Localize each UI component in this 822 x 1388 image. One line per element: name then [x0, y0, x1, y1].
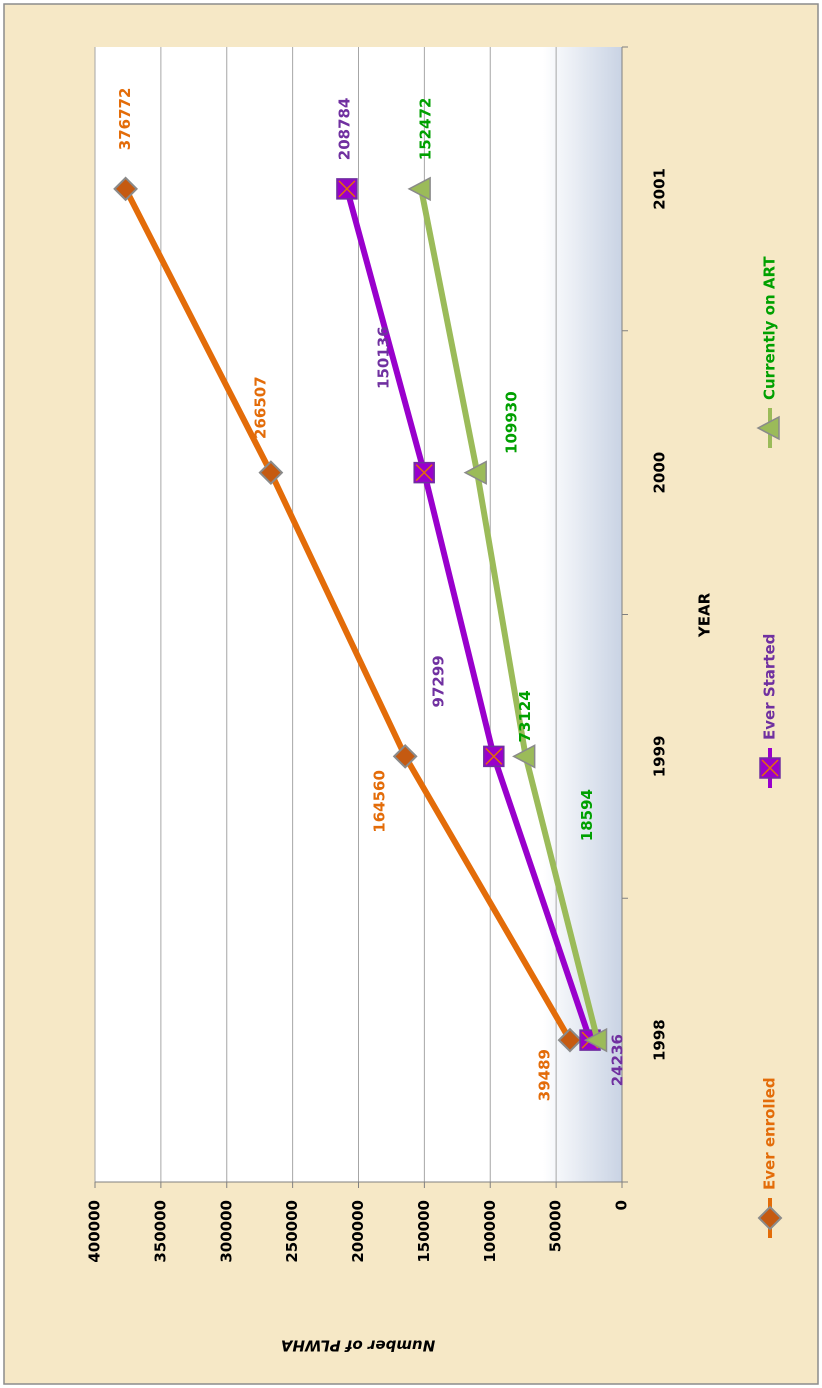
x-tick-label: 2000: [651, 452, 669, 494]
y-tick-label: 50000: [547, 1200, 565, 1252]
marker-cross: [415, 464, 433, 482]
marker: [583, 1027, 608, 1053]
y-tick-label: 100000: [481, 1200, 499, 1263]
marker: [258, 460, 284, 486]
y-tick-label: 400000: [86, 1200, 104, 1263]
marker: [407, 176, 431, 202]
data-label: 39489: [535, 1049, 553, 1101]
legend-label: Ever enrolled: [761, 1077, 779, 1190]
y-tick-label: 200000: [349, 1200, 367, 1263]
y-tick-label: 150000: [415, 1200, 433, 1263]
legend-label: Ever Started: [761, 634, 779, 740]
marker: [113, 176, 139, 202]
y-axis-title: Number of PLWHA: [281, 1337, 435, 1355]
y-tick-label: 250000: [283, 1200, 301, 1263]
x-axis-title: YEAR: [696, 592, 714, 638]
x-tick-label: 2001: [651, 168, 669, 210]
rotated-chart: YEAR Number of PLWHA 0 50000 100000 150000 2…: [86, 46, 783, 1355]
line: [418, 188, 601, 1041]
data-label: 376772: [116, 88, 134, 151]
x-tick-label: 1998: [651, 1019, 669, 1061]
legend-label: Currently on ART: [761, 256, 779, 400]
line: [344, 188, 593, 1042]
legend-marker: [756, 415, 780, 441]
data-label: 208784: [335, 98, 353, 161]
y-tick-label: 350000: [151, 1200, 169, 1263]
data-label: 150136: [375, 326, 393, 389]
data-label: 73124: [516, 690, 534, 742]
marker-cross: [338, 180, 356, 198]
data-label: 109930: [503, 391, 521, 454]
legend-marker-cross: [761, 759, 779, 777]
x-tick-label: 1999: [651, 736, 669, 778]
y-tick-label: 300000: [217, 1200, 235, 1263]
marker: [512, 744, 536, 769]
legend-marker: [757, 1205, 783, 1231]
data-label: 164560: [371, 770, 389, 833]
marker: [463, 460, 487, 485]
data-label: 266507: [251, 376, 269, 439]
marker: [392, 743, 418, 769]
y-tick-label: 0: [613, 1200, 631, 1210]
data-label: 24236: [609, 1034, 627, 1086]
data-label: 97299: [429, 655, 447, 707]
data-label: 152472: [417, 98, 435, 161]
line: [122, 187, 573, 1042]
marker-cross: [485, 747, 503, 765]
data-label: 18594: [578, 789, 596, 841]
